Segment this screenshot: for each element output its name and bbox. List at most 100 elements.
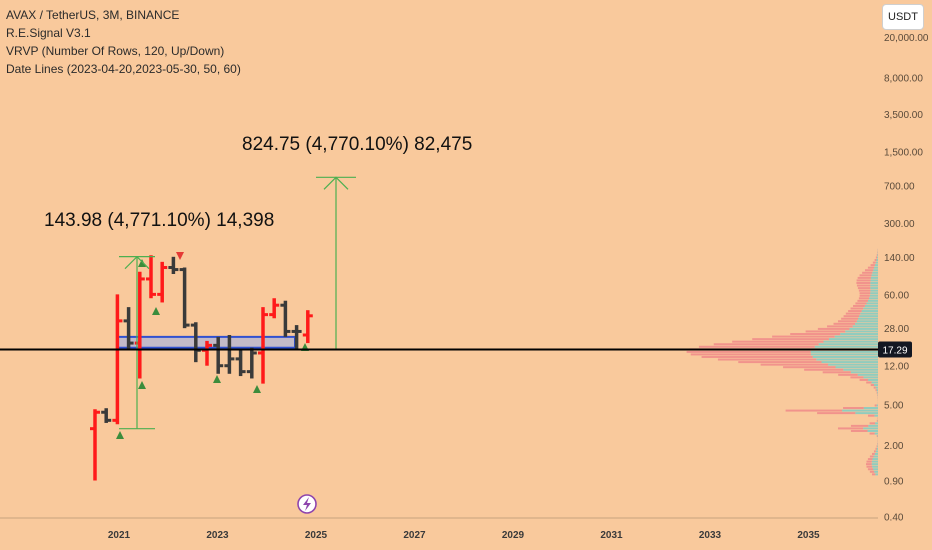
vp-up-bar <box>864 304 878 307</box>
vp-up-bar <box>874 452 878 455</box>
vp-up-bar <box>860 312 878 315</box>
vp-down-bar <box>833 322 856 325</box>
vp-up-bar <box>870 292 878 295</box>
vp-up-bar <box>877 435 878 438</box>
vp-down-bar <box>876 419 878 422</box>
candle <box>101 408 112 423</box>
sell-signal-marker <box>176 252 184 260</box>
measure-arrowhead <box>323 176 349 190</box>
vp-down-bar <box>866 381 872 384</box>
vp-down-bar <box>698 345 815 348</box>
y-tick-label: 300.00 <box>884 219 915 230</box>
indicator-date-lines[interactable]: Date Lines (2023-04-20,2023-05-30, 50, 6… <box>6 62 241 76</box>
vp-down-bar <box>752 338 829 341</box>
vp-up-bar <box>874 414 878 417</box>
vp-down-bar <box>869 422 876 425</box>
symbol-title[interactable]: AVAX / TetherUS, 3M, BINANCE <box>6 8 180 22</box>
candle <box>134 271 145 379</box>
lightning-icon-bolt <box>303 497 311 511</box>
vp-down-bar <box>790 333 841 336</box>
vp-up-bar <box>810 350 878 353</box>
vp-down-bar <box>862 271 873 274</box>
vp-down-bar <box>869 470 875 473</box>
vp-up-bar <box>866 302 878 305</box>
vp-up-bar <box>875 386 878 389</box>
measure-annotation: 824.75 (4,770.10%) 82,475 <box>242 134 472 351</box>
vp-up-bar <box>876 404 878 407</box>
vp-down-bar <box>867 266 875 269</box>
vp-up-bar <box>872 458 878 461</box>
vp-up-bar <box>868 424 878 427</box>
indicator-resignal[interactable]: R.E.Signal V3.1 <box>6 26 91 40</box>
vp-up-bar <box>828 338 878 341</box>
indicator-vrvp[interactable]: VRVP (Number Of Rows, 120, Up/Down) <box>6 44 225 58</box>
vp-down-bar <box>872 452 875 455</box>
price-axis[interactable]: 20,000.00 8,000.00 3,500.00 1,500.00 700.00 3… <box>878 33 929 524</box>
vp-up-bar <box>861 310 878 313</box>
y-tick-label: 28.00 <box>884 324 909 335</box>
vp-up-bar <box>876 256 878 259</box>
vp-down-bar <box>804 368 844 371</box>
y-tick-label: 0.40 <box>884 512 904 523</box>
vp-down-bar <box>850 424 869 427</box>
vp-down-bar <box>875 256 877 259</box>
vp-down-bar <box>857 276 871 279</box>
vp-down-bar <box>838 373 858 376</box>
vp-down-bar <box>690 353 811 356</box>
vp-down-bar <box>872 261 876 264</box>
vp-up-bar <box>834 335 878 338</box>
candle <box>112 294 123 425</box>
vp-up-bar <box>869 294 878 297</box>
y-tick-label: 1,500.00 <box>884 148 923 159</box>
vp-up-bar <box>845 330 878 333</box>
x-tick-label: 2033 <box>699 530 722 541</box>
measure-label: 143.98 (4,771.10%) 14,398 <box>44 210 274 231</box>
vp-up-bar <box>823 340 878 343</box>
candle <box>269 298 280 319</box>
measure-annotations: 143.98 (4,771.10%) 14,398 824.75 (4,770.1… <box>44 134 472 430</box>
vp-up-bar <box>870 284 878 287</box>
vp-up-bar <box>863 407 878 410</box>
vp-up-bar <box>877 391 878 394</box>
vp-up-bar <box>855 322 878 325</box>
vp-down-bar <box>837 427 864 430</box>
y-tick-label: 3,500.00 <box>884 110 923 121</box>
vp-up-bar <box>875 261 878 264</box>
vp-down-bar <box>872 473 876 476</box>
vp-up-bar <box>870 287 878 290</box>
candle <box>224 334 235 374</box>
vp-up-bar <box>869 297 878 300</box>
vp-down-bar <box>873 450 876 453</box>
vp-down-bar <box>859 294 870 297</box>
vp-up-bar <box>870 279 878 282</box>
vp-up-bar <box>873 468 878 471</box>
vp-up-bar <box>850 371 878 374</box>
vp-down-bar <box>713 343 819 346</box>
vp-down-bar <box>864 269 874 272</box>
vp-up-bar <box>871 460 878 463</box>
vp-down-bar <box>837 320 857 323</box>
current-price-bg <box>878 341 912 358</box>
vp-up-bar <box>856 320 878 323</box>
vp-down-bar <box>686 350 811 353</box>
vp-down-bar <box>857 287 871 290</box>
buy-signal-marker <box>213 375 221 383</box>
vp-down-bar <box>859 378 869 381</box>
vp-up-bar <box>876 389 878 392</box>
vp-up-bar <box>828 363 878 366</box>
currency-button[interactable]: USDT <box>882 4 924 30</box>
vp-up-bar <box>873 269 878 272</box>
vp-down-bar <box>856 279 871 282</box>
vp-down-bar <box>873 386 876 389</box>
vp-up-bar <box>849 327 878 330</box>
candle <box>213 336 224 374</box>
vp-up-bar <box>840 333 878 336</box>
candle <box>168 256 179 275</box>
candle <box>179 267 190 329</box>
x-tick-label: 2027 <box>403 530 426 541</box>
vp-down-bar <box>875 447 877 450</box>
vp-down-bar <box>866 460 872 463</box>
time-axis[interactable]: 2021 2023 2025 2027 2029 2031 2033 2035 <box>108 530 820 541</box>
